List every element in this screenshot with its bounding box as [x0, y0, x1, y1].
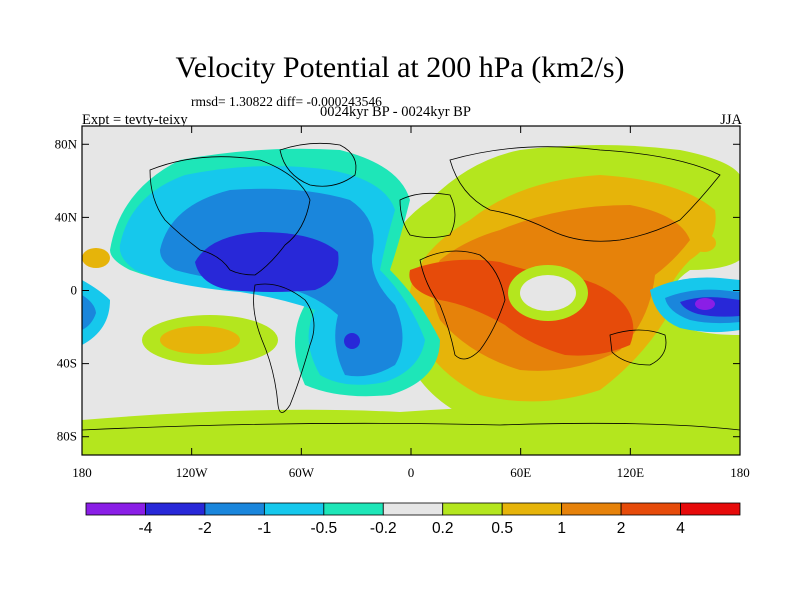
colorbar-swatch	[323, 502, 384, 516]
colorbar-label: -0.2	[370, 520, 397, 537]
plot-title: Velocity Potential at 200 hPa (km2/s)	[175, 51, 625, 84]
lat-tick-label: 40S	[57, 356, 77, 371]
lat-tick-label: 40N	[55, 209, 78, 224]
lon-tick-label: 60E	[510, 465, 531, 480]
colorbar-label: 2	[617, 520, 626, 537]
colorbar-swatch	[145, 502, 206, 516]
colorbar-label: -4	[139, 520, 153, 537]
colorbar-swatch	[382, 502, 444, 516]
season-label: JJA	[720, 112, 742, 128]
lon-tick-label: 180	[72, 465, 92, 480]
colorbar-label: -2	[198, 520, 212, 537]
lon-tick-label: 120W	[176, 465, 209, 480]
rmsd-diff-line: rmsd= 1.30822 diff= -0.000243546	[191, 94, 382, 109]
colorbar-label: -1	[257, 520, 271, 537]
experiment-label: Expt = tevty-teixy	[82, 112, 188, 128]
colorbar-swatch	[561, 502, 622, 516]
lat-tick-label: 80N	[55, 136, 78, 151]
lat-tick-label: 80S	[57, 429, 77, 444]
colorbar-swatch	[680, 502, 741, 516]
period-label: 0024kyr BP - 0024kyr BP	[320, 104, 471, 120]
colorbar-swatch	[263, 502, 325, 516]
lat-tick-label: 0	[71, 283, 78, 298]
axis-labels: 80N 40N 0 40S 80S 180 120W 60W 0 60E 120E 180	[55, 136, 750, 480]
lon-tick-label: 180	[730, 465, 750, 480]
colorbar-swatch	[85, 502, 146, 516]
colorbar-labels: -4 -2 -1 -0.5 -0.2 0.2 0.5 1 2 4	[139, 520, 686, 537]
lon-tick-label: 120E	[617, 465, 645, 480]
colorbar-label: -0.5	[310, 520, 337, 537]
axis-ticks	[81, 126, 741, 455]
colorbar-label: 4	[676, 520, 685, 537]
colorbar-swatch	[620, 502, 681, 516]
colorbar-label: 0.5	[491, 520, 513, 537]
colorbar-label: 1	[557, 520, 566, 537]
colorbar	[85, 502, 741, 516]
contour-fill	[82, 126, 740, 455]
colorbar-label: 0.2	[432, 520, 454, 537]
colorbar-swatch	[204, 502, 265, 516]
colorbar-swatch	[442, 502, 503, 516]
lon-tick-label: 0	[408, 465, 415, 480]
lon-tick-label: 60W	[289, 465, 315, 480]
colorbar-swatch	[501, 502, 563, 516]
coastlines	[82, 142, 740, 431]
